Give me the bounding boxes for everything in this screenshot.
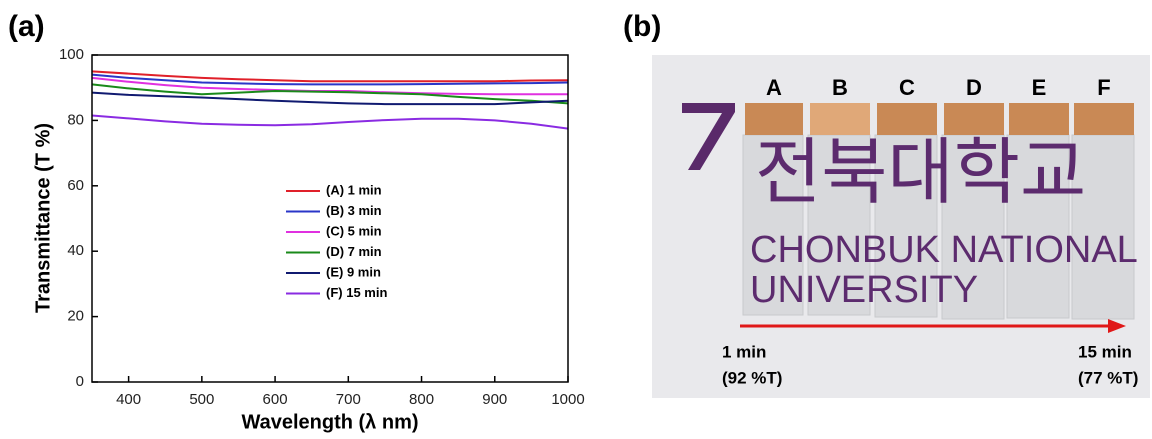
strip-label: E	[1032, 75, 1047, 100]
x-tick-label: 500	[189, 391, 214, 408]
logo-text: 전북대학교	[755, 133, 1086, 213]
legend-label: (F) 15 min	[326, 285, 387, 300]
legend-label: (E) 9 min	[326, 264, 381, 279]
y-tick-label: 40	[67, 242, 84, 259]
legend-label: (B) 3 min	[326, 203, 382, 218]
x-axis-title: Wavelength (λ nm)	[241, 411, 418, 433]
end-transmittance: (77 %T)	[1078, 368, 1138, 387]
start-time: 1 min	[722, 342, 766, 361]
x-tick-label: 900	[482, 391, 507, 408]
strip-label: F	[1097, 75, 1110, 100]
copper-pads	[745, 103, 1134, 135]
photo: 전북대학교 CHONBUK NATIONAL UNIVERSITY 1 min …	[652, 55, 1150, 398]
strip-label: C	[899, 75, 915, 100]
y-tick-label: 0	[76, 373, 84, 390]
series-line	[91, 114, 569, 130]
y-tick-label: 20	[67, 308, 84, 325]
series-line	[91, 70, 569, 83]
strip-label: A	[766, 75, 782, 100]
x-tick-label: 1000	[551, 391, 584, 408]
x-tick-label: 400	[116, 391, 141, 408]
y-tick-label: 60	[67, 177, 84, 194]
legend-label: (A) 1 min	[326, 182, 382, 197]
panel-label: (b)	[623, 10, 661, 43]
x-tick-label: 700	[336, 391, 361, 408]
series-line	[91, 83, 569, 105]
y-axis-title: Transmittance (T %)	[32, 123, 54, 313]
series-line	[91, 73, 569, 86]
y-tick-label: 100	[59, 46, 84, 63]
panel-label: (a)	[8, 10, 45, 43]
end-time: 15 min	[1078, 342, 1132, 361]
x-tick-label: 800	[409, 391, 434, 408]
university-name: CHONBUK NATIONAL	[750, 229, 1138, 271]
logo-mark	[682, 103, 735, 170]
legend-label: (C) 5 min	[326, 223, 382, 238]
plot-frame	[91, 54, 569, 383]
legend-label: (D) 7 min	[326, 244, 382, 259]
university-name: UNIVERSITY	[750, 269, 978, 311]
arrow-head	[1108, 319, 1126, 333]
start-transmittance: (92 %T)	[722, 368, 782, 387]
glass-strips	[742, 134, 1135, 320]
x-tick-label: 600	[263, 391, 288, 408]
y-tick-label: 80	[67, 111, 84, 128]
strip-label: B	[832, 75, 848, 100]
series-line	[91, 91, 569, 106]
strip-label: D	[966, 75, 982, 100]
